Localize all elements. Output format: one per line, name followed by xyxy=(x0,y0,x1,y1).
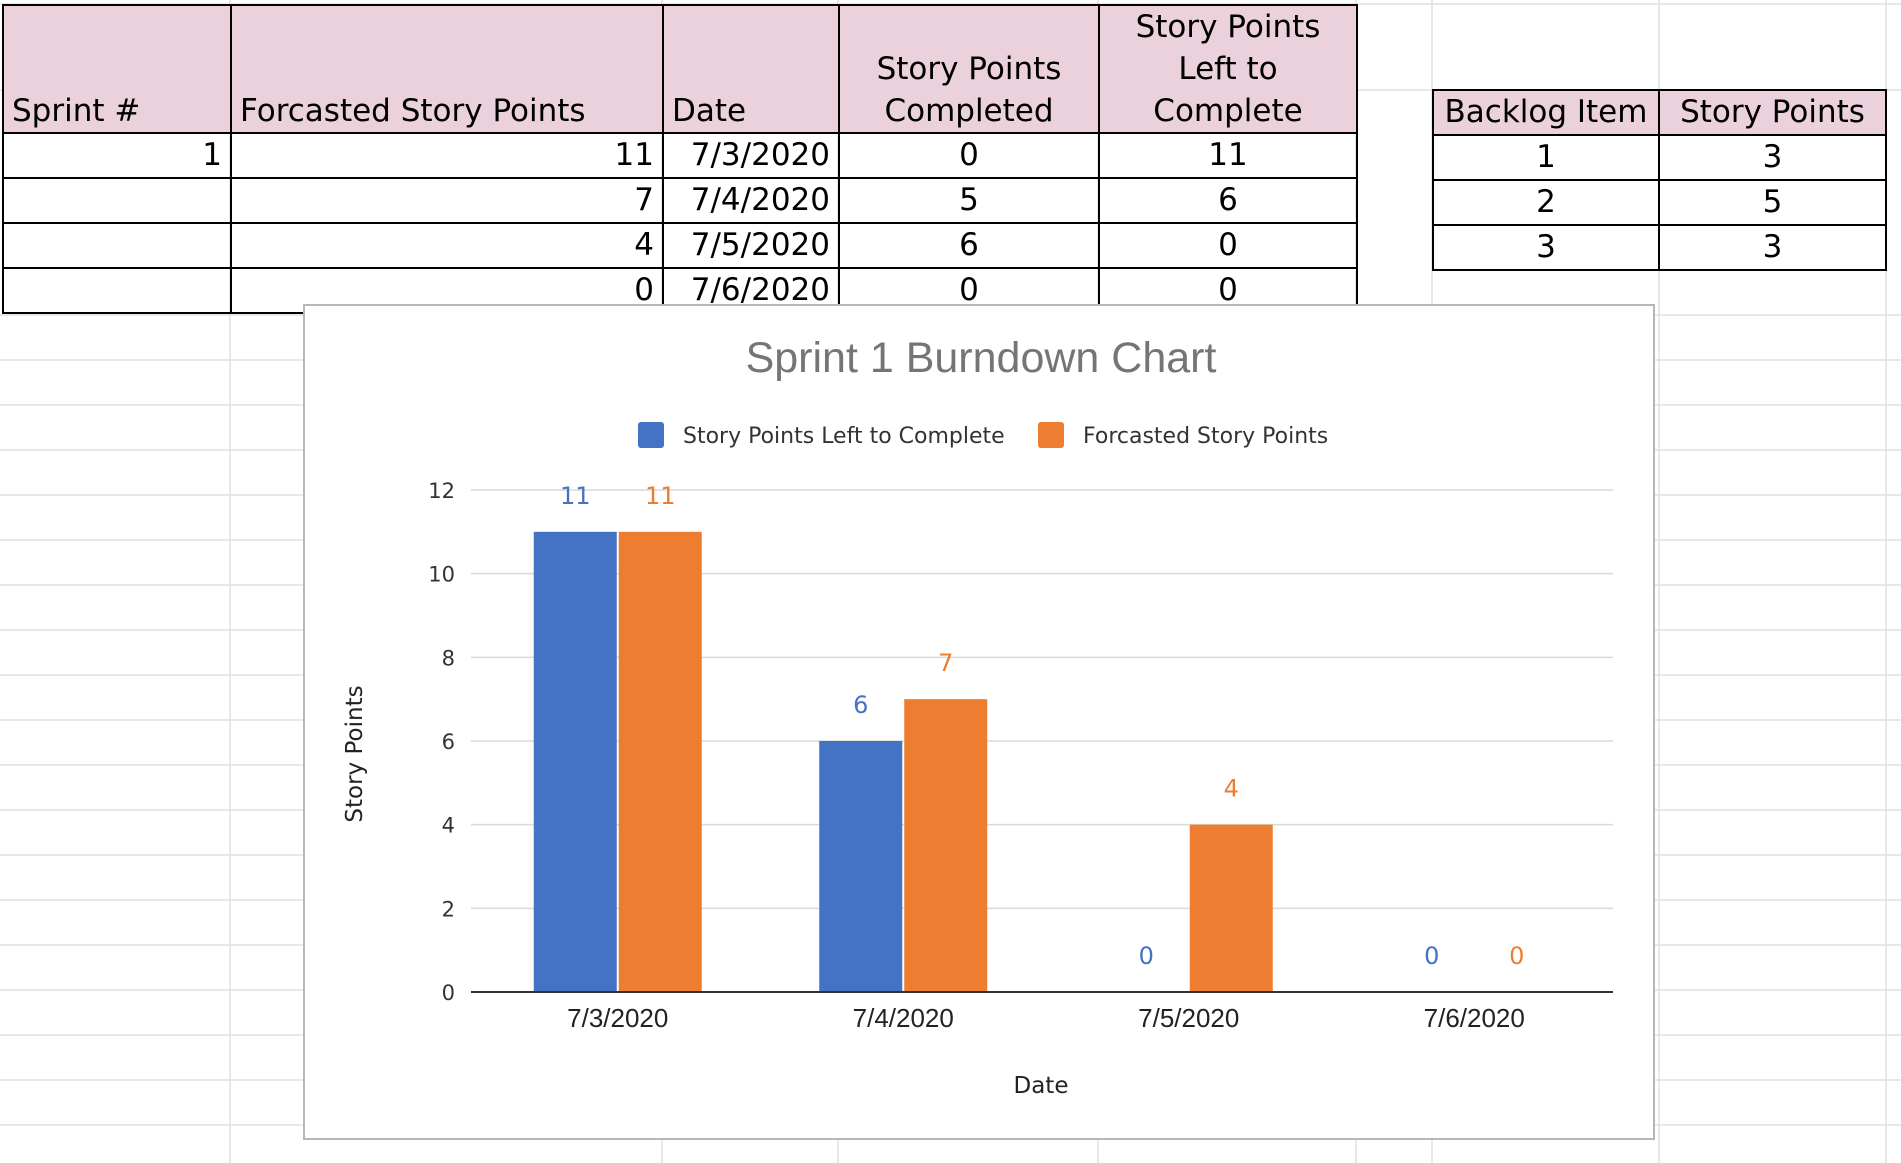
y-tick-label: 8 xyxy=(442,646,455,670)
x-tick-label: 7/5/2020 xyxy=(1138,1003,1239,1033)
data-label: 6 xyxy=(853,691,868,719)
data-label: 11 xyxy=(645,482,676,510)
cell-backlog-item[interactable]: 2 xyxy=(1432,179,1660,226)
legend-swatch xyxy=(638,422,664,448)
x-tick-label: 7/4/2020 xyxy=(853,1003,954,1033)
cell-date[interactable]: 7/4/2020 xyxy=(662,177,840,224)
backlog-table: Backlog Item Story Points 1 3 2 5 3 3 xyxy=(1432,89,1887,271)
burndown-chart[interactable]: Sprint 1 Burndown Chart Story Points Lef… xyxy=(303,304,1655,1140)
cell-date[interactable]: 7/5/2020 xyxy=(662,222,840,269)
bar-forecasted xyxy=(904,699,988,992)
y-tick-label: 2 xyxy=(442,897,455,921)
cell-left[interactable]: 0 xyxy=(1098,222,1358,269)
cell-sprint-number[interactable] xyxy=(2,177,232,224)
cell-date[interactable]: 7/6/2020 xyxy=(662,267,840,314)
x-tick-label: 7/3/2020 xyxy=(567,1003,668,1033)
y-tick-label: 12 xyxy=(428,479,455,503)
cell-left[interactable]: 6 xyxy=(1098,177,1358,224)
cell-story-points[interactable]: 5 xyxy=(1658,179,1887,226)
data-label: 11 xyxy=(560,482,591,510)
header-backlog-item[interactable]: Backlog Item xyxy=(1432,89,1660,136)
header-story-points-left[interactable]: Story Points Left to Complete xyxy=(1098,4,1358,134)
table-row: 1 11 7/3/2020 0 11 xyxy=(2,132,1358,179)
legend-label: Forcasted Story Points xyxy=(1083,424,1328,449)
data-label: 0 xyxy=(1424,942,1439,970)
x-axis-ticks: 7/3/2020 7/4/2020 7/5/2020 7/6/2020 xyxy=(567,1003,1525,1033)
cell-date[interactable]: 7/3/2020 xyxy=(662,132,840,179)
y-axis-title: Story Points xyxy=(342,685,368,822)
x-axis-title: Date xyxy=(1014,1073,1069,1099)
cell-left[interactable]: 11 xyxy=(1098,132,1358,179)
header-story-points-completed[interactable]: Story Points Completed xyxy=(838,4,1100,134)
sprint-table: Sprint # Forcasted Story Points Date Sto… xyxy=(2,4,1358,314)
cell-backlog-item[interactable]: 3 xyxy=(1432,224,1660,271)
table-row: 1 3 xyxy=(1432,134,1887,181)
chart-title: Sprint 1 Burndown Chart xyxy=(746,334,1217,382)
table-row: 7 7/4/2020 5 6 xyxy=(2,177,1358,224)
y-tick-label: 0 xyxy=(442,981,455,1005)
bar-forecasted xyxy=(618,531,702,992)
cell-story-points[interactable]: 3 xyxy=(1658,134,1887,181)
bar-left-to-complete xyxy=(819,741,903,992)
y-tick-label: 6 xyxy=(442,730,455,754)
data-label: 4 xyxy=(1224,775,1239,803)
y-tick-label: 4 xyxy=(442,814,455,838)
x-tick-label: 7/6/2020 xyxy=(1424,1003,1525,1033)
cell-backlog-item[interactable]: 1 xyxy=(1432,134,1660,181)
bar-left-to-complete xyxy=(533,531,617,992)
cell-sprint-number[interactable]: 1 xyxy=(2,132,232,179)
cell-completed[interactable]: 5 xyxy=(838,177,1100,224)
y-axis-ticks: 0 2 4 6 8 10 12 xyxy=(428,479,455,1005)
cell-forecasted[interactable]: 7 xyxy=(230,177,664,224)
data-label: 7 xyxy=(938,649,953,677)
bar-forecasted xyxy=(1189,824,1273,992)
cell-completed[interactable]: 6 xyxy=(838,222,1100,269)
sprint-table-header-row: Sprint # Forcasted Story Points Date Sto… xyxy=(2,4,1358,134)
header-date[interactable]: Date xyxy=(662,4,840,134)
header-story-points[interactable]: Story Points xyxy=(1658,89,1887,136)
data-label: 0 xyxy=(1509,942,1524,970)
header-sprint-number[interactable]: Sprint # xyxy=(2,4,232,134)
cell-sprint-number[interactable] xyxy=(2,222,232,269)
cell-story-points[interactable]: 3 xyxy=(1658,224,1887,271)
data-labels: 11 11 6 7 0 4 0 0 xyxy=(560,482,1524,970)
cell-forecasted[interactable]: 4 xyxy=(230,222,664,269)
y-tick-label: 10 xyxy=(428,563,455,587)
legend-label: Story Points Left to Complete xyxy=(683,424,1005,449)
data-label: 0 xyxy=(1139,942,1154,970)
cell-completed[interactable]: 0 xyxy=(838,132,1100,179)
chart-legend[interactable]: Story Points Left to Complete Forcasted S… xyxy=(638,422,1328,449)
cell-forecasted[interactable]: 11 xyxy=(230,132,664,179)
table-row: 4 7/5/2020 6 0 xyxy=(2,222,1358,269)
legend-swatch xyxy=(1038,422,1064,448)
chart-bars xyxy=(533,531,1273,992)
chart-canvas: Sprint 1 Burndown Chart Story Points Lef… xyxy=(342,334,1613,1099)
header-forecasted-story-points[interactable]: Forcasted Story Points xyxy=(230,4,664,134)
cell-sprint-number[interactable] xyxy=(2,267,232,314)
table-row: 3 3 xyxy=(1432,224,1887,271)
table-row: 2 5 xyxy=(1432,179,1887,226)
backlog-table-header-row: Backlog Item Story Points xyxy=(1432,89,1887,136)
